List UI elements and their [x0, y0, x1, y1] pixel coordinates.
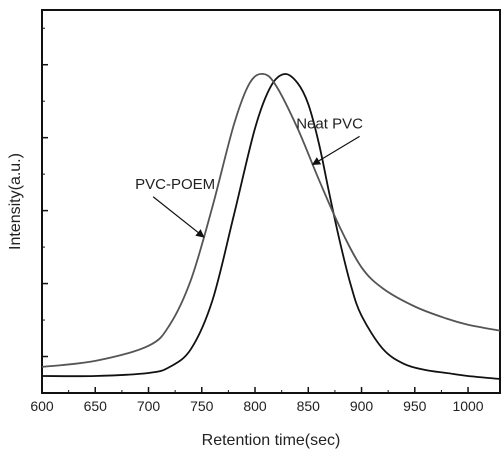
plot-area	[41, 9, 501, 394]
series-layer	[41, 72, 501, 380]
annotation-arrow-pvc-poem	[152, 196, 205, 238]
x-tick-label: 800	[243, 398, 267, 414]
x-tick-label: 950	[403, 398, 427, 414]
annotation-label-neat-pvc: Neat PVC	[296, 115, 363, 132]
annotation-arrow-neat-pvc	[311, 135, 360, 166]
x-axis-title: Retention time(sec)	[202, 432, 341, 449]
x-tick-label: 750	[190, 398, 214, 414]
annotation-layer: PVC-POEM Neat PVC	[135, 115, 363, 238]
x-tick-label: 650	[84, 398, 108, 414]
series-line-pvc-poem	[41, 72, 501, 368]
x-tick-label: 600	[30, 398, 54, 414]
plot-frame	[41, 9, 501, 394]
y-axis-title: Intensity(a.u.)	[7, 153, 24, 250]
series-line-neat-pvc	[41, 73, 501, 380]
x-tick-label: 1000	[452, 398, 483, 414]
x-tick-label: 900	[350, 398, 374, 414]
annotation-label-pvc-poem: PVC-POEM	[135, 176, 215, 193]
axis-ticks	[41, 27, 469, 394]
axis-tick-labels: 600 650 700 750 800 850 900 950 1000	[30, 398, 484, 414]
x-tick-label: 700	[137, 398, 161, 414]
x-tick-label: 850	[297, 398, 321, 414]
